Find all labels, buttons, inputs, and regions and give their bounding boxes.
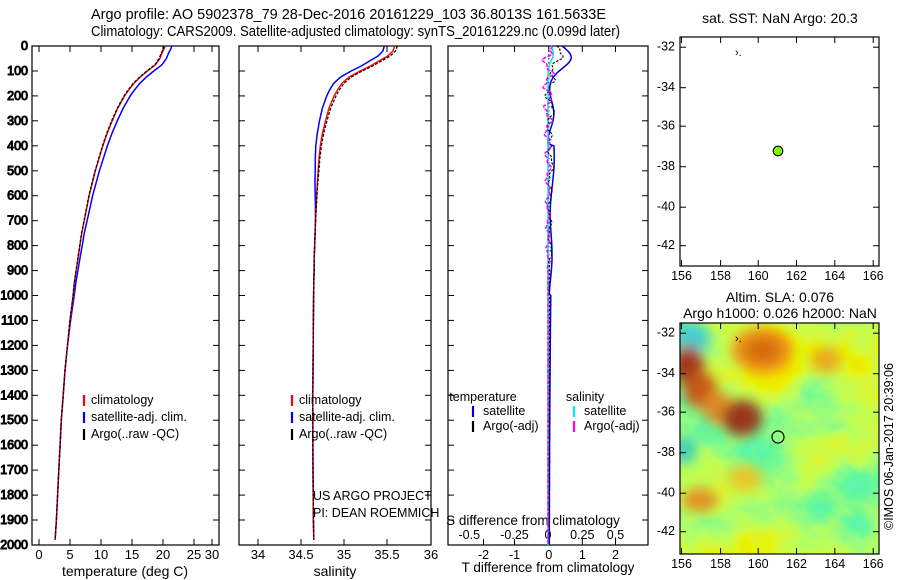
- svg-text:1800: 1800: [0, 488, 28, 502]
- svg-text:1400: 1400: [0, 388, 28, 402]
- svg-text:salinity: salinity: [314, 563, 357, 579]
- svg-text:0: 0: [35, 547, 42, 562]
- svg-text:climatology: climatology: [91, 393, 154, 407]
- svg-text:-36: -36: [657, 405, 675, 419]
- svg-text:climatology: climatology: [299, 393, 362, 407]
- svg-text:1000: 1000: [0, 289, 28, 303]
- svg-text:-38: -38: [657, 445, 675, 459]
- svg-text:satellite: satellite: [584, 404, 626, 418]
- svg-text:1200: 1200: [0, 338, 28, 352]
- svg-text:400: 400: [7, 139, 28, 153]
- svg-text:Argo(-adj): Argo(-adj): [483, 419, 539, 433]
- svg-text:Argo h1000: 0.026 h2000: NaN: Argo h1000: 0.026 h2000: NaN: [683, 305, 877, 321]
- svg-text:Argo profile: AO 5902378_79 28: Argo profile: AO 5902378_79 28-Dec-2016 …: [91, 7, 606, 23]
- svg-text:300: 300: [7, 114, 28, 128]
- svg-text:0: 0: [21, 39, 28, 53]
- svg-text:US ARGO PROJECT: US ARGO PROJECT: [313, 489, 432, 503]
- svg-text:15: 15: [125, 547, 139, 562]
- svg-text:34.5: 34.5: [288, 547, 313, 562]
- svg-text:5: 5: [66, 547, 73, 562]
- svg-text:1600: 1600: [0, 438, 28, 452]
- svg-text:-0.25: -0.25: [500, 528, 529, 542]
- svg-text:1900: 1900: [0, 513, 28, 527]
- svg-text:›.: ›.: [735, 333, 742, 345]
- svg-text:temperature: temperature: [449, 390, 516, 404]
- svg-text:800: 800: [7, 239, 28, 253]
- svg-text:900: 900: [7, 264, 28, 278]
- svg-text:satellite-adj. clim.: satellite-adj. clim.: [91, 410, 187, 424]
- svg-text:S difference from climatology: S difference from climatology: [446, 513, 620, 528]
- svg-text:156: 156: [671, 269, 692, 283]
- svg-text:600: 600: [7, 189, 28, 203]
- svg-text:-32: -32: [657, 326, 675, 340]
- svg-text:30: 30: [205, 547, 219, 562]
- svg-text:-36: -36: [657, 119, 675, 133]
- svg-text:0.5: 0.5: [607, 528, 624, 542]
- svg-text:158: 158: [710, 557, 731, 571]
- svg-text:158: 158: [710, 269, 731, 283]
- svg-text:100: 100: [7, 64, 28, 78]
- svg-text:PI: DEAN ROEMMICH: PI: DEAN ROEMMICH: [313, 506, 439, 520]
- svg-text:1100: 1100: [1, 313, 28, 327]
- svg-text:1700: 1700: [0, 463, 28, 477]
- svg-text:36: 36: [424, 547, 438, 562]
- svg-text:35: 35: [337, 547, 351, 562]
- svg-text:35.5: 35.5: [374, 547, 399, 562]
- svg-text:166: 166: [863, 557, 884, 571]
- svg-text:-40: -40: [657, 200, 675, 214]
- svg-text:20: 20: [156, 547, 170, 562]
- svg-text:160: 160: [748, 269, 769, 283]
- svg-text:salinity: salinity: [566, 390, 605, 404]
- svg-text:-42: -42: [657, 238, 675, 252]
- svg-text:-32: -32: [657, 40, 675, 54]
- svg-text:temperature (deg C): temperature (deg C): [62, 563, 188, 579]
- svg-text:1500: 1500: [0, 413, 28, 427]
- svg-text:›.: ›.: [735, 47, 742, 59]
- svg-text:10: 10: [94, 547, 108, 562]
- svg-text:0.25: 0.25: [570, 528, 594, 542]
- svg-text:-38: -38: [657, 159, 675, 173]
- svg-text:1300: 1300: [0, 363, 28, 377]
- svg-text:sat. SST: NaN Argo: 20.3: sat. SST: NaN Argo: 20.3: [702, 10, 858, 26]
- svg-text:-42: -42: [657, 524, 675, 538]
- svg-text:-34: -34: [657, 80, 675, 94]
- svg-text:164: 164: [824, 269, 845, 283]
- svg-text:-34: -34: [657, 366, 675, 380]
- svg-text:2000: 2000: [0, 538, 28, 552]
- svg-text:200: 200: [7, 89, 28, 103]
- svg-text:34: 34: [251, 547, 265, 562]
- svg-text:T difference from climatology: T difference from climatology: [462, 560, 635, 575]
- svg-text:-0.5: -0.5: [459, 528, 481, 542]
- svg-text:satellite: satellite: [483, 404, 525, 418]
- svg-text:166: 166: [863, 269, 884, 283]
- svg-text:500: 500: [7, 164, 28, 178]
- svg-text:Climatology: CARS2009. Satelli: Climatology: CARS2009. Satellite-adjuste…: [91, 24, 620, 40]
- svg-text:©IMOS 06-Jan-2017 20:39:06: ©IMOS 06-Jan-2017 20:39:06: [882, 363, 896, 530]
- svg-text:164: 164: [824, 557, 845, 571]
- svg-text:156: 156: [671, 557, 692, 571]
- svg-text:162: 162: [786, 557, 807, 571]
- svg-text:Altim. SLA: 0.076: Altim. SLA: 0.076: [726, 289, 834, 305]
- svg-text:-40: -40: [657, 486, 675, 500]
- svg-text:25: 25: [187, 547, 201, 562]
- svg-text:700: 700: [7, 214, 28, 228]
- svg-text:satellite-adj. clim.: satellite-adj. clim.: [299, 410, 395, 424]
- svg-text:Argo(..raw -QC): Argo(..raw -QC): [299, 427, 387, 441]
- svg-text:Argo(..raw -QC): Argo(..raw -QC): [91, 427, 179, 441]
- svg-text:162: 162: [786, 269, 807, 283]
- svg-text:160: 160: [748, 557, 769, 571]
- svg-text:Argo(-adj): Argo(-adj): [584, 419, 640, 433]
